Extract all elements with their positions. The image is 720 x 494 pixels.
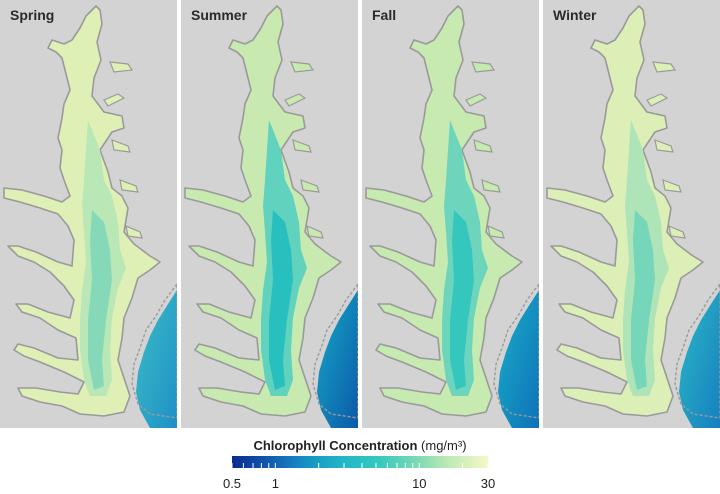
tributary-water xyxy=(300,179,320,193)
tributary-water xyxy=(646,93,669,107)
bay-water xyxy=(365,5,523,417)
bay-map-fall xyxy=(365,5,539,428)
tributary-water xyxy=(306,224,324,239)
barrier-islands xyxy=(674,282,720,419)
tributary-water xyxy=(465,93,488,107)
colorbar-legend: Chlorophyll Concentration (mg/m³) 0.5 1 10… xyxy=(0,430,720,494)
legend-title-text: Chlorophyll Concentration xyxy=(253,438,418,453)
map-panel-spring: Spring xyxy=(0,0,177,428)
tributary-water xyxy=(654,139,674,153)
panel-label-winter: Winter xyxy=(553,7,597,23)
bay-deep-channel xyxy=(450,210,474,390)
bay-map-spring xyxy=(3,5,177,428)
tributary-water xyxy=(487,224,505,239)
panel-label-spring: Spring xyxy=(10,7,55,23)
colorbar-gradient xyxy=(232,456,488,468)
colorbar-tick-label: 30 xyxy=(480,476,496,491)
ocean-water xyxy=(498,290,539,428)
tributary-water xyxy=(111,139,131,153)
map-panel-winter: Winter xyxy=(543,0,720,428)
barrier-islands xyxy=(493,282,539,419)
colorbar-tick-label: 1 xyxy=(271,476,279,491)
colorbar-tick-label: 0.5 xyxy=(222,476,242,491)
colorbar-tick-label: 10 xyxy=(412,476,427,491)
colorbar xyxy=(232,456,488,468)
tributary-water xyxy=(471,61,496,73)
tributary-water xyxy=(119,179,139,193)
barrier-islands xyxy=(312,282,358,419)
ocean-water xyxy=(679,290,720,428)
tributary-water xyxy=(292,139,312,153)
legend-units: (mg/m³) xyxy=(421,438,467,453)
map-panel-fall: Fall xyxy=(362,0,539,428)
tributary-water xyxy=(109,61,134,73)
legend-title: Chlorophyll Concentration (mg/m³) xyxy=(0,438,720,453)
bay-water xyxy=(184,5,342,417)
map-panel-summer: Summer xyxy=(181,0,358,428)
barrier-islands xyxy=(131,282,177,419)
tributary-water xyxy=(284,93,307,107)
panel-label-summer: Summer xyxy=(191,7,248,23)
ocean-water xyxy=(317,290,358,428)
bay-water xyxy=(546,5,704,417)
panel-label-fall: Fall xyxy=(372,7,397,23)
bay-map-winter xyxy=(546,5,720,428)
tributary-water xyxy=(290,61,315,73)
ocean-water xyxy=(136,290,177,428)
bay-deep-channel xyxy=(631,210,655,390)
tributary-water xyxy=(473,139,493,153)
bay-deep-channel xyxy=(269,210,293,390)
bay-water xyxy=(3,5,161,417)
bay-map-summer xyxy=(184,5,358,428)
bay-deep-channel xyxy=(88,210,112,390)
tributary-water xyxy=(668,224,686,239)
tributary-water xyxy=(652,61,677,73)
tributary-water xyxy=(125,224,143,239)
colorbar-ticks xyxy=(232,463,488,468)
tributary-water xyxy=(103,93,126,107)
tributary-water xyxy=(481,179,501,193)
tributary-water xyxy=(662,179,682,193)
